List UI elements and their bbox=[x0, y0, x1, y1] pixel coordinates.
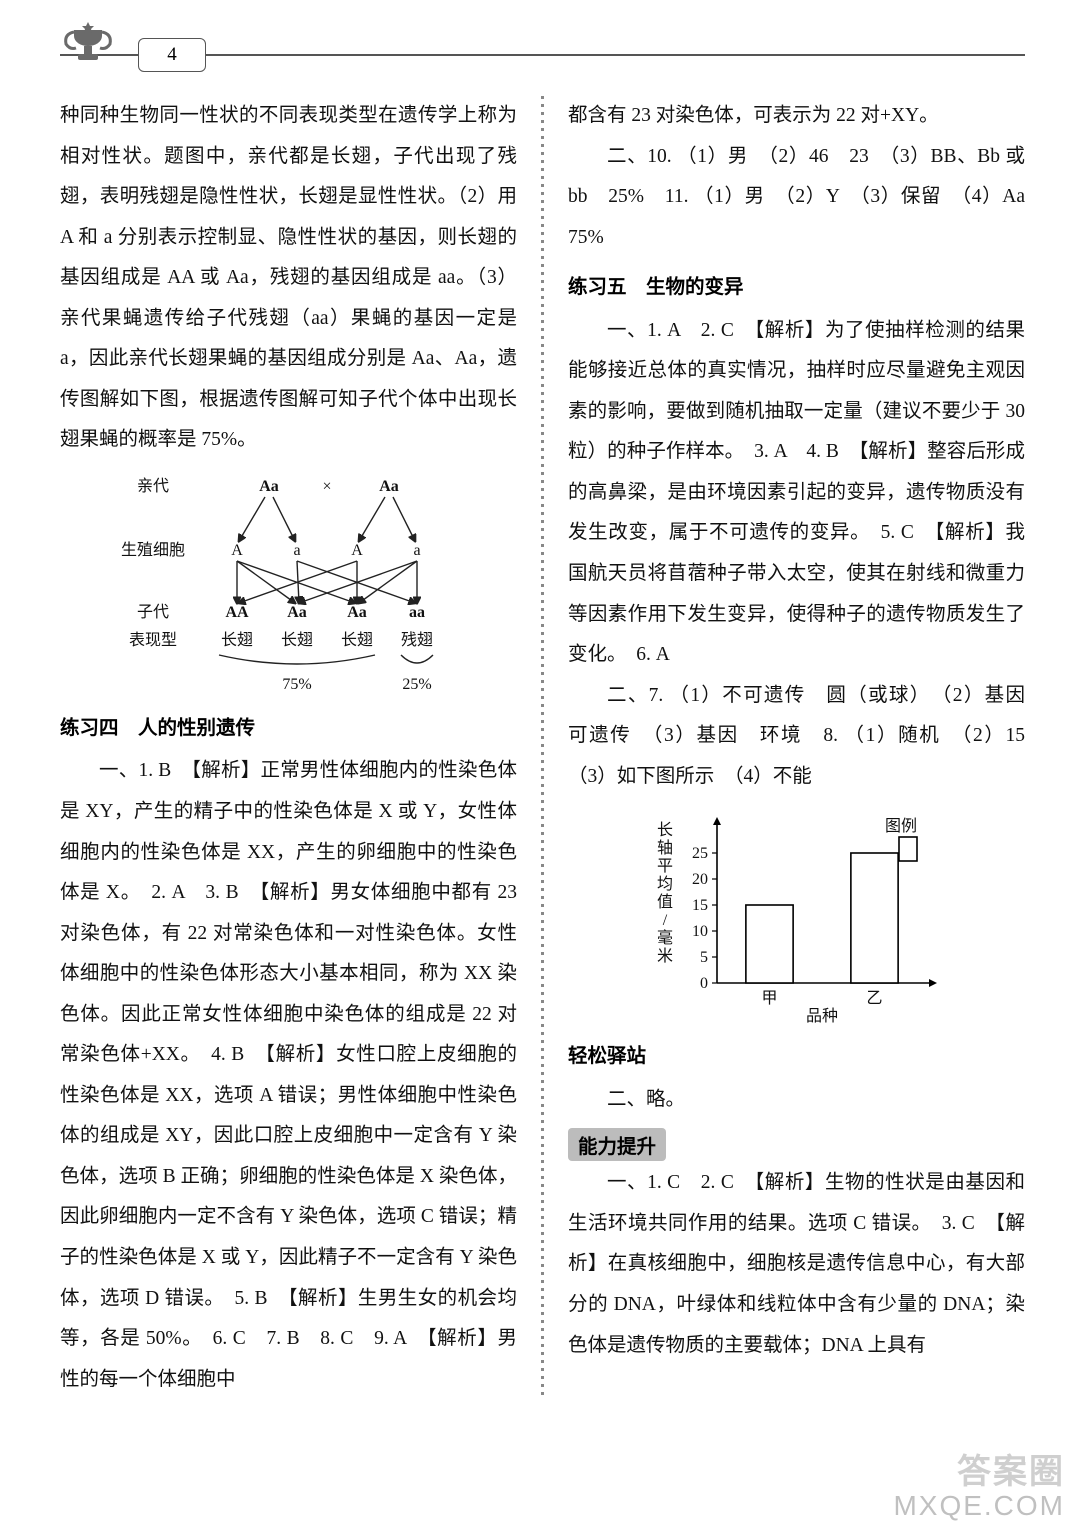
right-p2: 二、10. （1）男 （2）46 23 （3）BB、Bb 或 bb 25% 11… bbox=[568, 137, 1025, 259]
right-p1: 都含有 23 对染色体，可表示为 22 对+XY。 bbox=[568, 96, 1025, 137]
svg-text:A: A bbox=[231, 542, 243, 559]
svg-text:长翅: 长翅 bbox=[280, 631, 312, 649]
right-p3: 一、1. A 2. C 【解析】为了使抽样检测的结果能够接近总体的真实情况，抽样… bbox=[568, 311, 1025, 676]
diagram-label-gamete: 生殖细胞 bbox=[120, 541, 184, 559]
watermark-cn: 答案圈 bbox=[893, 1454, 1065, 1491]
svg-text:25: 25 bbox=[692, 845, 708, 862]
svg-text:甲: 甲 bbox=[761, 990, 777, 1007]
genetics-diagram: 亲代 生殖细胞 子代 表现型 Aa × Aa A a A a AA Aa bbox=[109, 469, 469, 699]
column-divider bbox=[541, 96, 544, 1400]
left-column: 种同种生物同一性状的不同表现类型在遗传学上称为相对性状。题图中，亲代都是长翅，子… bbox=[60, 96, 517, 1400]
svg-text:长翅: 长翅 bbox=[220, 631, 252, 649]
page-header: 4 bbox=[60, 20, 1025, 82]
watermark-en: MXQE.COM bbox=[893, 1491, 1065, 1522]
svg-text:a: a bbox=[413, 542, 420, 559]
right-p5: 一、1. C 2. C 【解析】生物的性状是由基因和生活环境共同作用的结果。选项… bbox=[568, 1163, 1025, 1366]
svg-text:图例: 图例 bbox=[884, 817, 916, 835]
svg-text:乙: 乙 bbox=[866, 990, 882, 1007]
svg-text:25%: 25% bbox=[402, 676, 431, 693]
svg-text:10: 10 bbox=[692, 923, 708, 940]
svg-text:20: 20 bbox=[692, 871, 708, 888]
svg-text:aa: aa bbox=[409, 604, 425, 621]
left-p2: 一、1. B 【解析】正常男性体细胞内的性染色体是 XY，产生的精子中的性染色体… bbox=[60, 751, 517, 1400]
diagram-label-offspring: 子代 bbox=[136, 603, 168, 621]
svg-text:长翅: 长翅 bbox=[340, 631, 372, 649]
svg-text:5: 5 bbox=[700, 949, 708, 966]
svg-text:75%: 75% bbox=[282, 676, 311, 693]
svg-text:Aa: Aa bbox=[287, 604, 307, 621]
section4-title: 练习四 人的性别遗传 bbox=[60, 709, 517, 750]
svg-text:Aa: Aa bbox=[259, 478, 279, 495]
svg-text:残翅: 残翅 bbox=[400, 631, 432, 649]
svg-text:A: A bbox=[351, 542, 363, 559]
svg-text:长轴平均值/毫米: 长轴平均值/毫米 bbox=[656, 821, 672, 965]
svg-text:Aa: Aa bbox=[347, 604, 367, 621]
left-p1: 种同种生物同一性状的不同表现类型在遗传学上称为相对性状。题图中，亲代都是长翅，子… bbox=[60, 96, 517, 461]
page-number: 4 bbox=[138, 38, 206, 72]
bar-chart: 0 5 10 15 20 25 甲 乙 长轴平均值/毫米品种 图例 bbox=[647, 807, 947, 1027]
right-p4: 二、7. （1）不可遗传 圆（或球） （2）基因 可遗传 （3）基因 环境 8.… bbox=[568, 676, 1025, 798]
trophy-icon bbox=[60, 20, 116, 76]
watermark: 答案圈 MXQE.COM bbox=[893, 1454, 1065, 1522]
svg-text:品种: 品种 bbox=[805, 1007, 837, 1025]
ability-title: 能力提升 bbox=[568, 1128, 666, 1161]
svg-text:15: 15 bbox=[692, 897, 708, 914]
svg-text:0: 0 bbox=[700, 975, 708, 992]
right-column: 都含有 23 对染色体，可表示为 22 对+XY。 二、10. （1）男 （2）… bbox=[568, 96, 1025, 1400]
svg-text:×: × bbox=[322, 478, 331, 495]
diagram-label-phenotype: 表现型 bbox=[128, 631, 176, 649]
relax-title: 轻松驿站 bbox=[568, 1037, 1025, 1078]
svg-text:a: a bbox=[293, 542, 300, 559]
svg-text:AA: AA bbox=[225, 604, 249, 621]
svg-text:Aa: Aa bbox=[379, 478, 399, 495]
section5-title: 练习五 生物的变异 bbox=[568, 268, 1025, 309]
relax-body: 二、略。 bbox=[568, 1080, 1025, 1121]
diagram-label-parent: 亲代 bbox=[136, 477, 168, 495]
